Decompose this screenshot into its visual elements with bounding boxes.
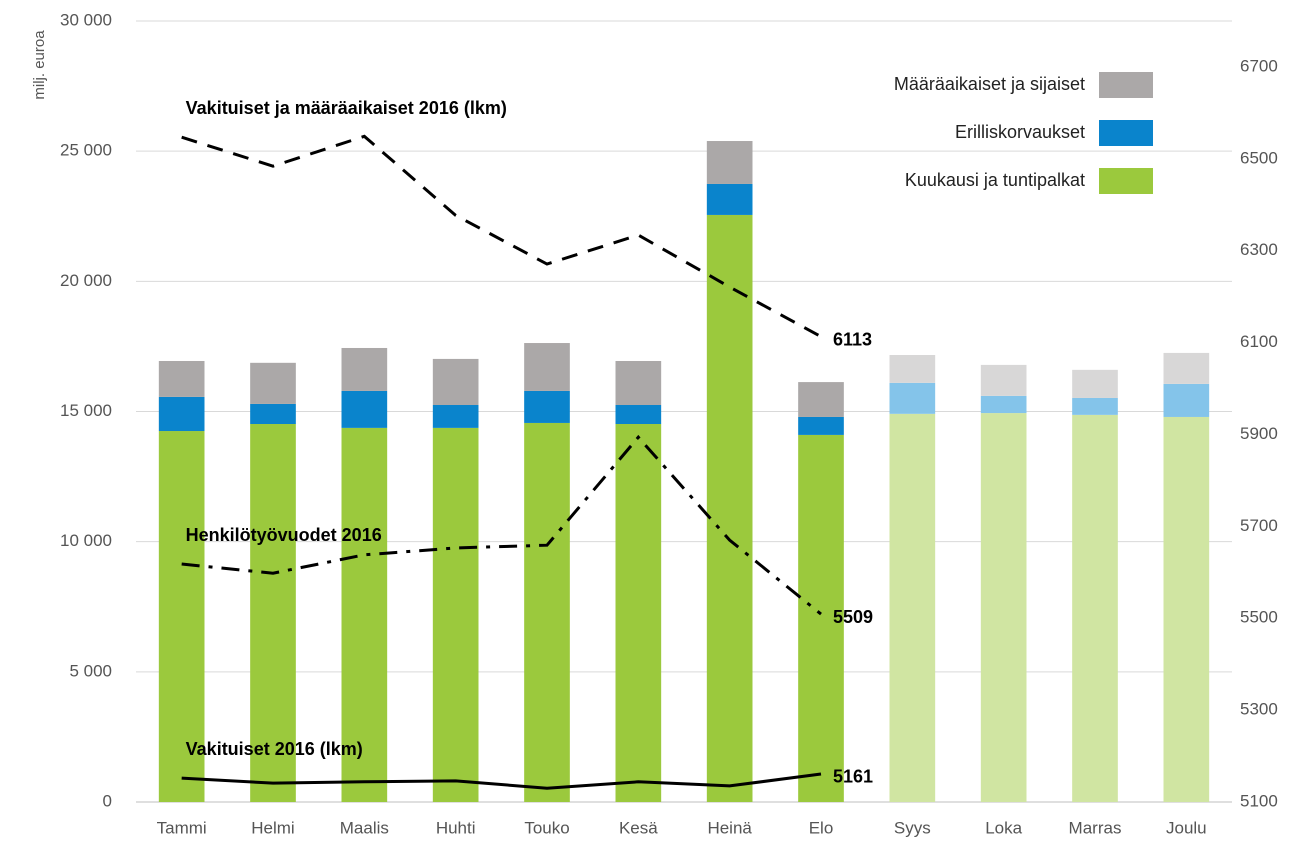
bar-segment	[341, 427, 388, 802]
y2-tick-label: 5100	[1240, 791, 1278, 810]
bar-segment	[158, 396, 205, 432]
y-tick-label: 0	[103, 791, 112, 810]
bar-segment	[1163, 352, 1210, 384]
bar-segment	[1072, 369, 1118, 398]
bar-segment	[1163, 416, 1210, 802]
bar-segment	[250, 362, 296, 404]
bar-segment	[158, 431, 205, 802]
y-tick-label: 15 000	[60, 401, 112, 420]
bar-segment	[980, 395, 1027, 414]
bar-segment	[341, 347, 388, 391]
y-tick-label: 20 000	[60, 271, 112, 290]
x-tick-label: Huhti	[436, 818, 476, 837]
bar-segment	[432, 358, 479, 405]
bar-segment	[432, 404, 479, 428]
line-label: Henkilötyövuodet 2016	[186, 525, 382, 545]
bar-segment	[432, 427, 479, 802]
bar-segment	[980, 364, 1027, 396]
x-tick-label: Joulu	[1166, 818, 1207, 837]
bar-segment	[615, 423, 662, 802]
y-tick-label: 10 000	[60, 531, 112, 550]
bar-segment	[798, 416, 844, 435]
y-tick-label: 5 000	[69, 661, 112, 680]
data-label: 6113	[833, 329, 872, 349]
bar-segment	[1072, 414, 1118, 802]
x-tick-label: Loka	[985, 818, 1022, 837]
bar-segment	[1072, 397, 1118, 415]
bar-segment	[889, 355, 936, 383]
line-label: Vakituiset ja määräaikaiset 2016 (lkm)	[186, 98, 507, 118]
y2-tick-label: 5700	[1240, 516, 1278, 535]
legend-label: Erilliskorvaukset	[955, 122, 1085, 142]
x-tick-label: Elo	[809, 818, 834, 837]
x-tick-label: Touko	[524, 818, 569, 837]
legend-swatch	[1099, 168, 1153, 194]
bar-segment	[889, 413, 936, 802]
x-tick-label: Kesä	[619, 818, 658, 837]
data-label: 5161	[833, 767, 873, 787]
bar-segment	[615, 404, 662, 424]
y2-tick-label: 5500	[1240, 608, 1278, 627]
line	[181, 434, 822, 616]
x-tick-label: Heinä	[707, 818, 752, 837]
y2-tick-label: 6500	[1240, 148, 1278, 167]
x-tick-label: Marras	[1069, 818, 1122, 837]
bar-segment	[158, 360, 205, 397]
y2-tick-label: 5900	[1240, 424, 1278, 443]
bar-segment	[706, 183, 753, 215]
bar-segment	[1163, 383, 1210, 417]
bar-segment	[524, 390, 570, 423]
bar-segment	[706, 141, 753, 184]
y-tick-label: 25 000	[60, 141, 112, 160]
bar-segment	[980, 413, 1027, 802]
legend-label: Kuukausi ja tuntipalkat	[905, 170, 1085, 190]
bar-segment	[615, 360, 662, 405]
y2-tick-label: 6100	[1240, 332, 1278, 351]
bar-segment	[250, 423, 296, 802]
legend-swatch	[1099, 120, 1153, 146]
bar-segment	[524, 422, 570, 802]
bar-segment	[524, 343, 570, 391]
data-label: 5509	[833, 607, 873, 627]
bar-segment	[706, 214, 753, 802]
bar-segment	[250, 403, 296, 424]
y2-tick-label: 5300	[1240, 700, 1278, 719]
y-axis-label: milj. euroa	[31, 30, 48, 100]
bar-segment	[341, 390, 388, 428]
legend-swatch	[1099, 72, 1153, 98]
y2-tick-label: 6300	[1240, 240, 1278, 259]
bar-segment	[798, 382, 844, 417]
legend-label: Määräaikaiset ja sijaiset	[894, 74, 1085, 94]
y2-tick-label: 6700	[1240, 56, 1278, 75]
bar-segment	[889, 382, 936, 414]
line-label: Vakituiset 2016 (lkm)	[186, 739, 363, 759]
y-tick-label: 30 000	[60, 10, 112, 29]
line	[181, 772, 822, 790]
x-tick-label: Syys	[894, 818, 931, 837]
x-tick-label: Helmi	[251, 818, 294, 837]
x-tick-label: Tammi	[157, 818, 207, 837]
bar-segment	[798, 434, 844, 802]
x-tick-label: Maalis	[340, 818, 389, 837]
line	[181, 134, 822, 338]
